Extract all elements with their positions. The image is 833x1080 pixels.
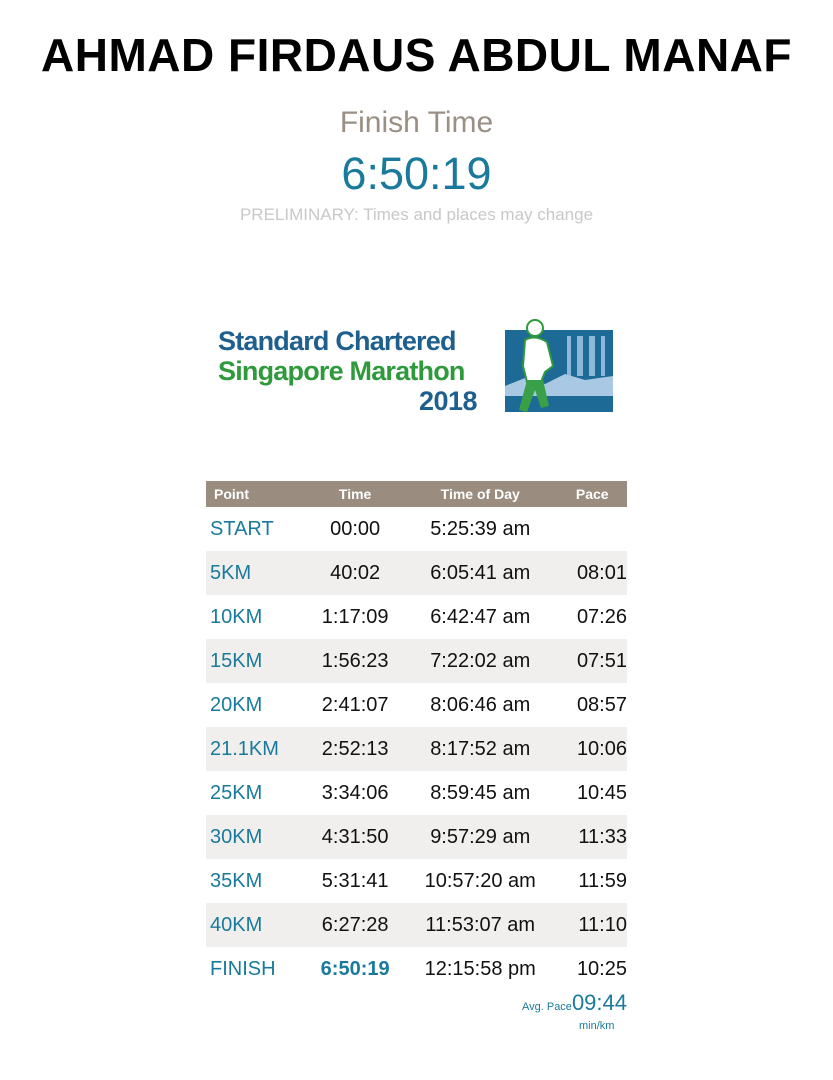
table-row: 20KM 2:41:07 8:06:46 am 08:57 [206, 683, 627, 727]
avg-pace-label: Avg. Pace [521, 1001, 572, 1013]
split-time: 3:34:06 [321, 781, 389, 804]
split-pace: 11:33 [557, 815, 627, 859]
logo-line-3: 2018 [419, 386, 478, 416]
finish-time-value: 6:50:19 [341, 148, 492, 199]
split-time-of-day: 8:17:52 am [403, 727, 558, 771]
table-row: START 00:00 5:25:39 am [206, 507, 627, 551]
split-time-of-day: 5:25:39 am [430, 517, 531, 540]
split-time-of-day: 12:15:58 pm [424, 957, 536, 980]
split-time-of-day: 11:53:07 am [403, 903, 558, 947]
header-pace: Pace [557, 481, 627, 507]
table-row: 5KM 40:02 6:05:41 am 08:01 [206, 551, 627, 595]
split-time: 4:31:50 [307, 815, 404, 859]
split-pace: 11:59 [578, 869, 627, 892]
split-point: 21.1KM [206, 727, 308, 771]
split-point: 20KM [210, 693, 263, 716]
logo-line-1: Standard Chartered [218, 326, 456, 356]
split-pace [557, 507, 627, 551]
split-time-of-day: 8:06:46 am [430, 693, 531, 716]
split-pace: 10:06 [557, 727, 627, 771]
table-row: 35KM 5:31:41 10:57:20 am 11:59 [206, 859, 627, 903]
split-time-of-day: 7:22:02 am [403, 639, 558, 683]
event-logo: Standard Chartered Singapore Marathon 20… [216, 312, 616, 420]
split-pace: 10:25 [576, 957, 627, 980]
header-time-of-day: Time of Day [403, 481, 558, 507]
split-time-of-day: 8:59:45 am [430, 781, 531, 804]
table-row: 21.1KM 2:52:13 8:17:52 am 10:06 [206, 727, 627, 771]
split-pace: 08:57 [576, 693, 627, 716]
split-time-of-day: 9:57:29 am [403, 815, 558, 859]
logo-line-2: Singapore Marathon [218, 356, 465, 386]
split-point: START [210, 517, 274, 540]
header-point: Point [206, 481, 308, 507]
runner-name: AHMAD FIRDAUS ABDUL MANAF [41, 29, 792, 81]
table-row: 25KM 3:34:06 8:59:45 am 10:45 [206, 771, 627, 815]
table-row: 10KM 1:17:09 6:42:47 am 07:26 [206, 595, 627, 639]
table-row: 40KM 6:27:28 11:53:07 am 11:10 [206, 903, 627, 947]
split-time: 2:41:07 [321, 693, 389, 716]
split-time: 2:52:13 [307, 727, 404, 771]
avg-pace-unit: min/km [579, 1020, 615, 1032]
split-time: 5:31:41 [321, 869, 389, 892]
split-time: 40:02 [307, 551, 404, 595]
split-pace: 10:45 [576, 781, 627, 804]
table-header-row: Point Time Time of Day Pace [206, 481, 627, 507]
avg-pace-value: 09:44 [571, 990, 627, 1015]
runner-emblem-icon [505, 319, 613, 412]
splits-table: Point Time Time of Day Pace START 00:00 5:… [206, 481, 627, 991]
split-point: FINISH [210, 957, 276, 980]
table-row: FINISH 6:50:19 12:15:58 pm 10:25 [206, 947, 627, 991]
preliminary-note: PRELIMINARY: Times and places may change [239, 205, 594, 224]
split-time: 00:00 [330, 517, 381, 540]
avg-pace: Avg. Pace09:44 [522, 990, 627, 1016]
split-time: 1:56:23 [307, 639, 404, 683]
split-time-of-day: 6:42:47 am [430, 605, 531, 628]
split-time-of-day: 6:05:41 am [403, 551, 558, 595]
split-time: 1:17:09 [321, 605, 389, 628]
split-pace: 07:51 [557, 639, 627, 683]
header-time: Time [307, 481, 404, 507]
split-pace: 11:10 [557, 903, 627, 947]
split-time: 6:27:28 [307, 903, 404, 947]
split-point: 25KM [210, 781, 263, 804]
finish-time-label: Finish Time [339, 106, 494, 139]
split-time-of-day: 10:57:20 am [424, 869, 536, 892]
split-point: 30KM [206, 815, 308, 859]
table-row: 15KM 1:56:23 7:22:02 am 07:51 [206, 639, 627, 683]
split-point: 5KM [206, 551, 308, 595]
split-point: 10KM [210, 605, 263, 628]
split-point: 40KM [206, 903, 308, 947]
split-pace: 08:01 [557, 551, 627, 595]
table-row: 30KM 4:31:50 9:57:29 am 11:33 [206, 815, 627, 859]
split-pace: 07:26 [576, 605, 627, 628]
split-point: 15KM [206, 639, 308, 683]
split-point: 35KM [210, 869, 263, 892]
split-time: 6:50:19 [320, 957, 390, 980]
